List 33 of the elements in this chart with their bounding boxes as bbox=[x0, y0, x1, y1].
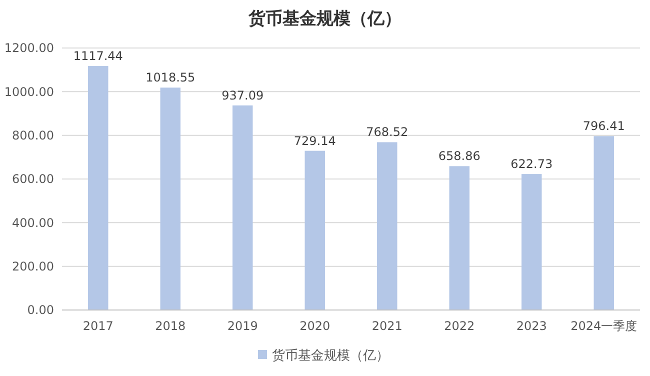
x-tick-label: 2020 bbox=[300, 319, 330, 333]
data-label: 658.86 bbox=[438, 149, 480, 164]
y-tick-label: 0.00 bbox=[27, 303, 54, 318]
y-tick-label: 400.00 bbox=[12, 216, 54, 230]
data-label: 937.09 bbox=[222, 88, 264, 102]
y-tick-label: 200.00 bbox=[12, 260, 54, 274]
y-tick-label: 1000.00 bbox=[4, 84, 54, 99]
bar bbox=[88, 66, 108, 310]
data-label: 1018.55 bbox=[146, 70, 196, 85]
x-tick-label: 2022 bbox=[444, 319, 475, 333]
x-tick-label: 2024一季度 bbox=[570, 319, 638, 333]
x-tick-label: 2019 bbox=[227, 319, 258, 333]
bar bbox=[304, 150, 325, 310]
bar bbox=[449, 166, 470, 310]
legend-label: 货币基金规模（亿） bbox=[272, 348, 389, 364]
chart-title: 货币基金规模（亿） bbox=[248, 9, 402, 29]
y-tick-label: 600.00 bbox=[12, 172, 54, 186]
y-tick-label: 1200.00 bbox=[4, 41, 54, 56]
data-label: 729.14 bbox=[294, 134, 336, 148]
data-label: 1117.44 bbox=[73, 49, 123, 64]
data-label: 768.52 bbox=[366, 125, 408, 140]
bar bbox=[160, 88, 180, 310]
bar bbox=[377, 142, 398, 310]
data-label: 622.73 bbox=[510, 157, 553, 172]
bar bbox=[232, 105, 253, 310]
bar bbox=[594, 136, 614, 310]
x-tick-label: 2021 bbox=[372, 319, 402, 333]
x-tick-label: 2018 bbox=[155, 319, 186, 333]
x-tick-label: 2023 bbox=[516, 319, 547, 333]
y-tick-label: 800.00 bbox=[12, 128, 54, 143]
bar bbox=[522, 174, 542, 310]
data-label: 796.41 bbox=[582, 119, 625, 134]
x-tick-label: 2017 bbox=[82, 319, 114, 333]
